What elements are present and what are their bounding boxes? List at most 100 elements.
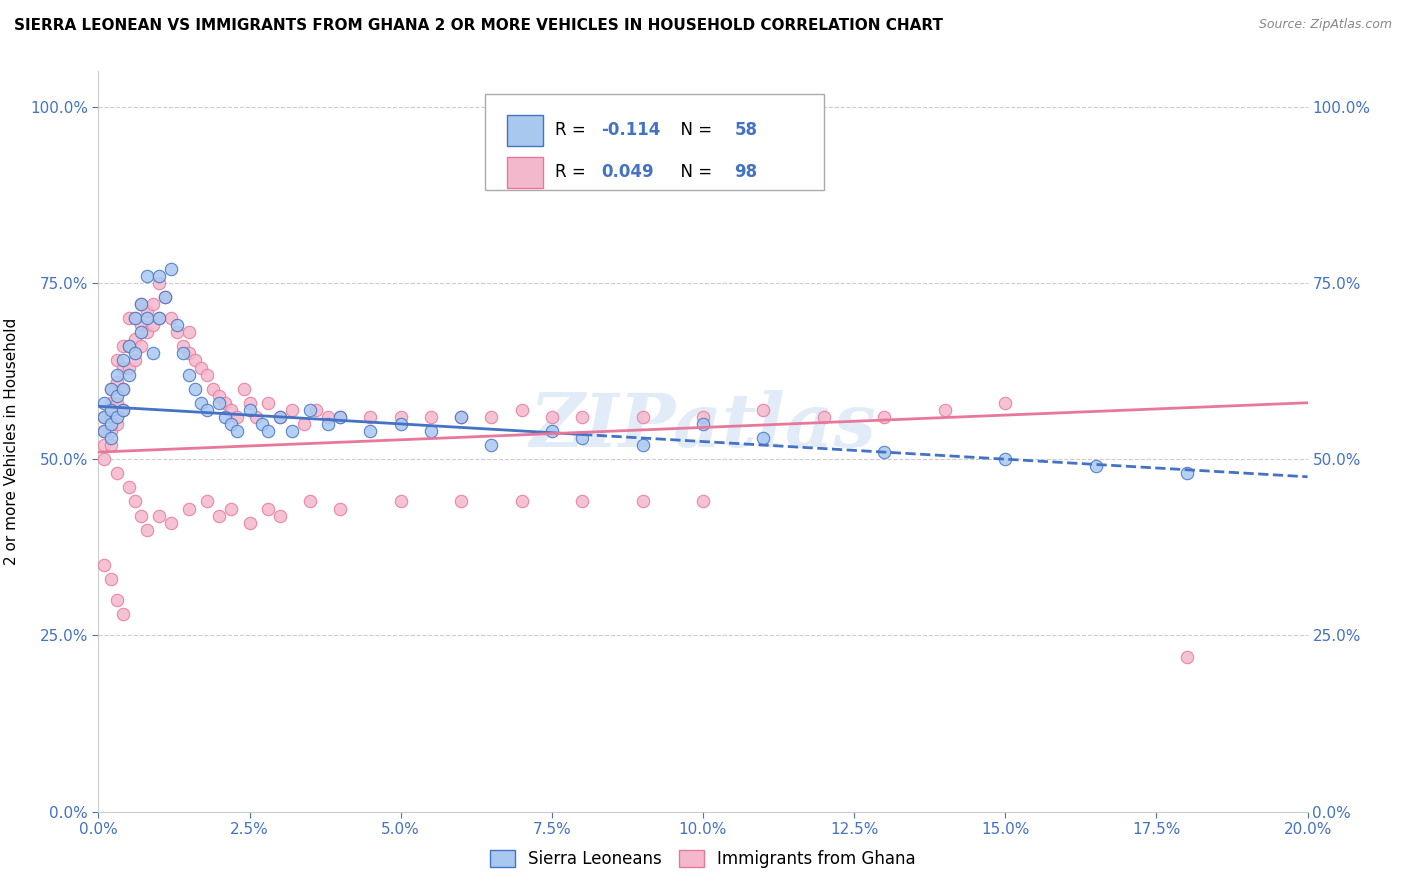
Point — [111, 382, 134, 396]
Point — [118, 339, 141, 353]
Point — [142, 297, 165, 311]
Text: ZIPatlas: ZIPatlas — [530, 391, 876, 463]
Point — [118, 311, 141, 326]
Point — [100, 382, 122, 396]
Point — [100, 431, 122, 445]
Point — [481, 409, 503, 424]
Point — [129, 508, 152, 523]
Point — [118, 368, 141, 382]
Point — [360, 424, 382, 438]
Bar — [508, 114, 543, 145]
Point — [166, 325, 188, 339]
Point — [135, 268, 157, 283]
Point — [142, 318, 165, 333]
Point — [994, 452, 1017, 467]
Point — [129, 318, 152, 333]
Point — [214, 409, 236, 424]
Point — [994, 396, 1017, 410]
Point — [105, 353, 128, 368]
Point — [232, 382, 254, 396]
Point — [450, 494, 472, 508]
Point — [239, 516, 262, 530]
Point — [111, 382, 134, 396]
Point — [256, 501, 278, 516]
Point — [153, 290, 176, 304]
Point — [510, 494, 533, 508]
Point — [160, 311, 183, 326]
Point — [93, 396, 115, 410]
Point — [481, 438, 503, 452]
Point — [129, 325, 152, 339]
Point — [179, 501, 201, 516]
Point — [105, 593, 128, 607]
Point — [100, 396, 122, 410]
Point — [450, 409, 472, 424]
Point — [450, 409, 472, 424]
Point — [692, 494, 714, 508]
Point — [571, 494, 593, 508]
Point — [752, 431, 775, 445]
Bar — [508, 157, 543, 188]
Legend: Sierra Leoneans, Immigrants from Ghana: Sierra Leoneans, Immigrants from Ghana — [484, 843, 922, 875]
Point — [208, 396, 231, 410]
Point — [124, 332, 146, 346]
Point — [93, 409, 115, 424]
Point — [135, 523, 157, 537]
Point — [239, 402, 262, 417]
Point — [1175, 649, 1198, 664]
Point — [129, 297, 152, 311]
Y-axis label: 2 or more Vehicles in Household: 2 or more Vehicles in Household — [4, 318, 18, 566]
Point — [105, 396, 128, 410]
Point — [153, 290, 176, 304]
Point — [105, 389, 128, 403]
Point — [813, 409, 835, 424]
Text: N =: N = — [671, 163, 717, 181]
Point — [571, 409, 593, 424]
Point — [389, 409, 412, 424]
Point — [329, 501, 352, 516]
Point — [256, 424, 278, 438]
Point — [184, 382, 207, 396]
Point — [148, 276, 170, 290]
Point — [631, 438, 654, 452]
Point — [208, 508, 231, 523]
Point — [208, 389, 231, 403]
Point — [195, 402, 218, 417]
Point — [129, 297, 152, 311]
Point — [124, 311, 146, 326]
Point — [148, 508, 170, 523]
Point — [179, 368, 201, 382]
Point — [873, 409, 896, 424]
Text: N =: N = — [671, 121, 717, 139]
Point — [221, 402, 243, 417]
Point — [105, 409, 128, 424]
Point — [135, 311, 157, 326]
Text: SIERRA LEONEAN VS IMMIGRANTS FROM GHANA 2 OR MORE VEHICLES IN HOUSEHOLD CORRELAT: SIERRA LEONEAN VS IMMIGRANTS FROM GHANA … — [14, 18, 943, 33]
Point — [93, 558, 115, 572]
Point — [281, 402, 304, 417]
Point — [256, 396, 278, 410]
Point — [540, 409, 562, 424]
Point — [124, 494, 146, 508]
Point — [571, 431, 593, 445]
Text: -0.114: -0.114 — [602, 121, 661, 139]
Point — [179, 325, 201, 339]
Point — [100, 402, 122, 417]
Point — [172, 346, 194, 360]
Point — [124, 346, 146, 360]
Point — [118, 339, 141, 353]
Point — [226, 424, 249, 438]
Point — [100, 424, 122, 438]
Point — [135, 304, 157, 318]
Point — [250, 417, 273, 431]
Point — [934, 402, 956, 417]
Point — [752, 402, 775, 417]
Point — [160, 516, 183, 530]
Point — [226, 409, 249, 424]
Point — [184, 353, 207, 368]
Point — [142, 346, 165, 360]
Point — [172, 339, 194, 353]
Point — [105, 467, 128, 481]
Point — [281, 424, 304, 438]
Point — [631, 494, 654, 508]
